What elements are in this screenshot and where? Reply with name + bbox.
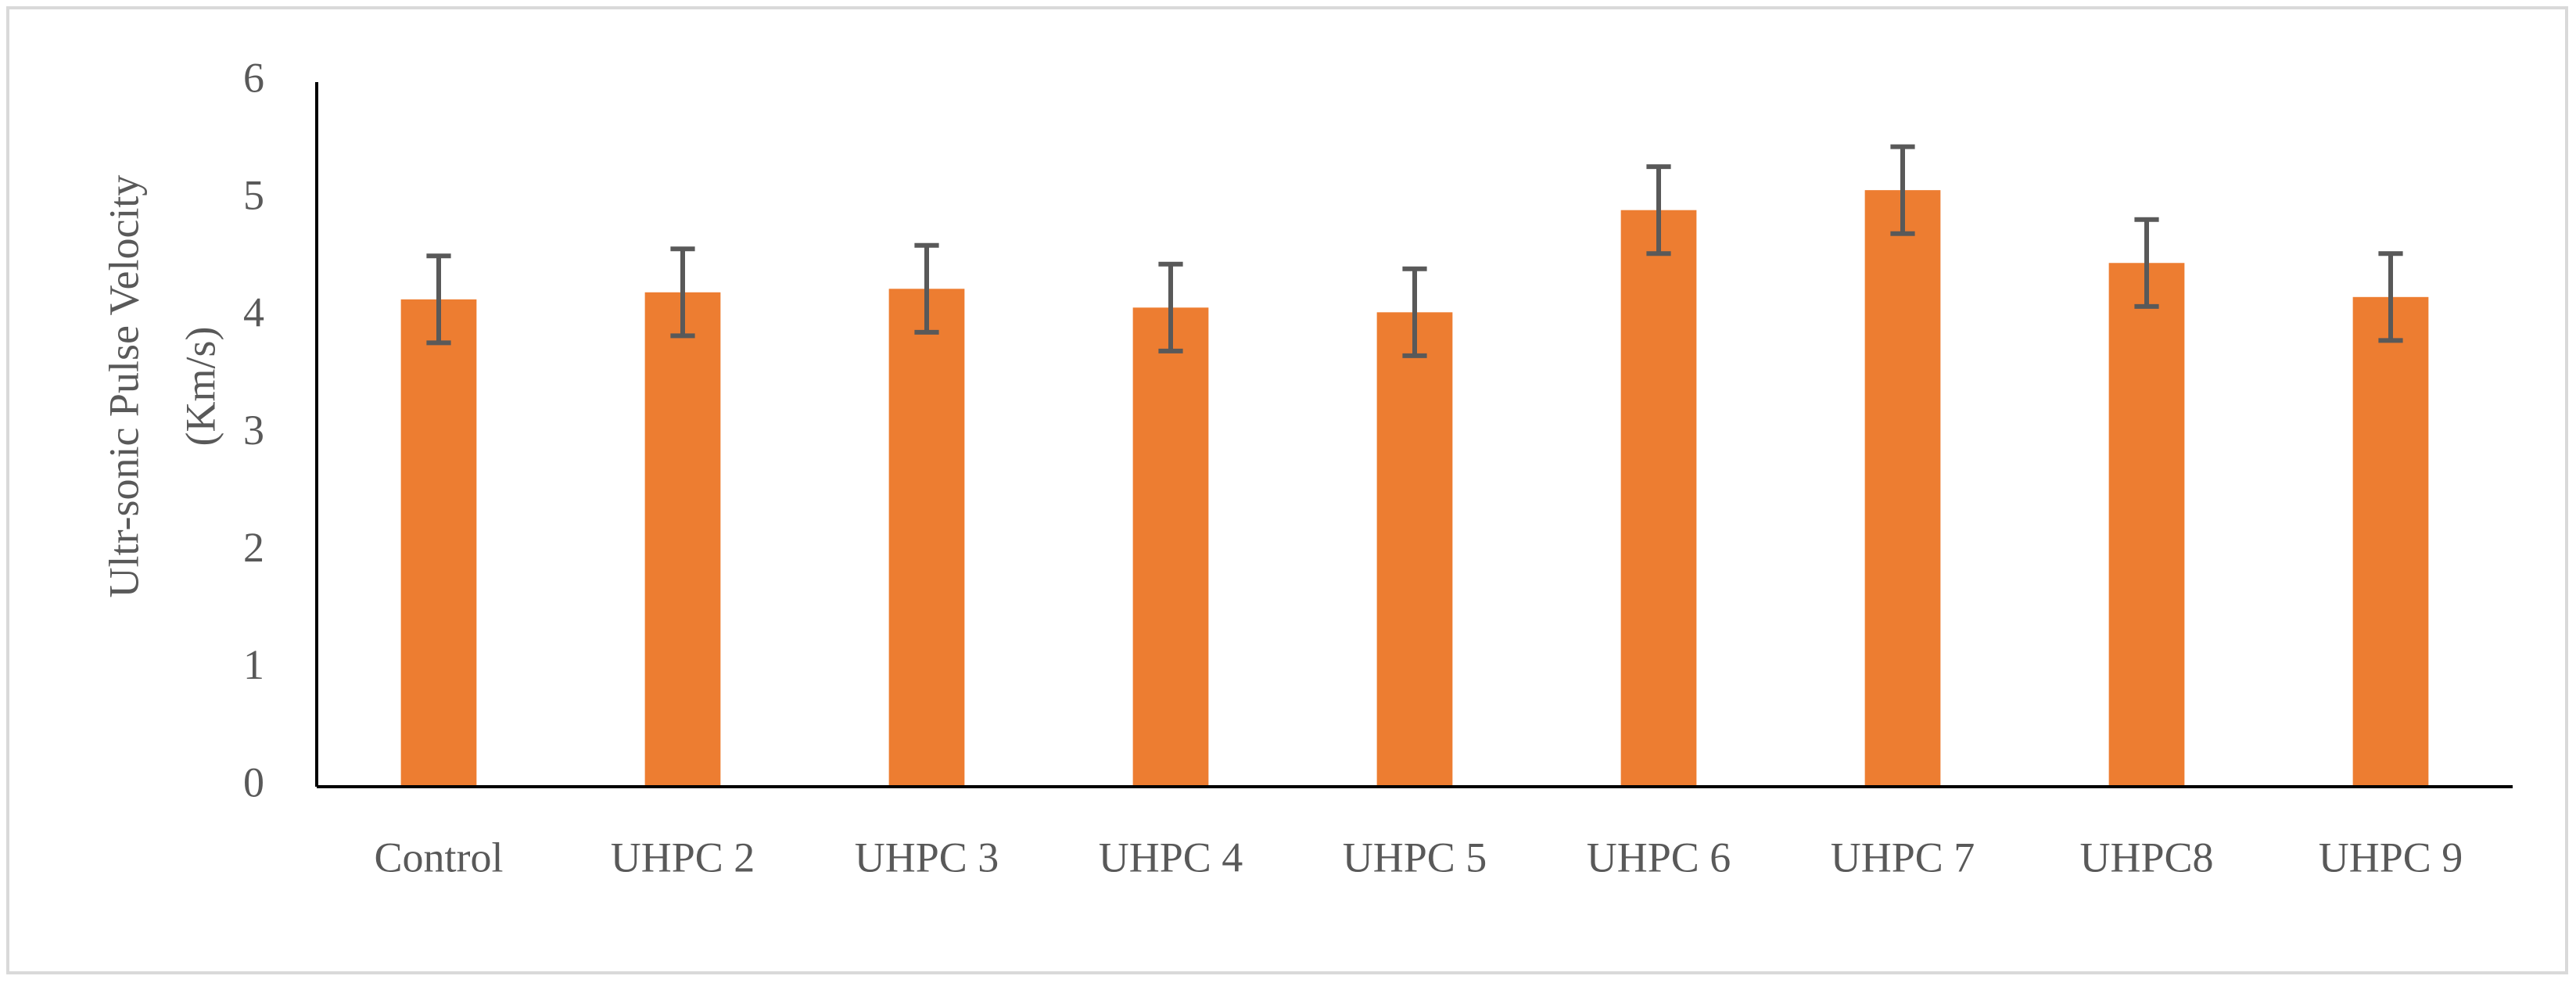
x-tick-label: UHPC8 [2079,834,2213,881]
y-tick-label: 2 [243,524,264,571]
y-tick-label: 6 [243,54,264,101]
x-tick-label: UHPC 9 [2319,834,2463,881]
y-tick-label: 1 [243,641,264,688]
y-tick-label: 4 [243,289,264,336]
x-tick-label: UHPC 2 [611,834,755,881]
bar [1620,210,1697,787]
bar [1864,190,1941,787]
x-tick-label: UHPC 6 [1587,834,1731,881]
error-bar [2134,217,2159,309]
bar [1132,307,1209,787]
error-bar [1890,144,1915,236]
x-tick-label: UHPC 5 [1343,834,1487,881]
y-tick-label: 5 [243,172,264,219]
error-bar [1402,266,1427,358]
y-tick-label: 0 [243,759,264,805]
bar [644,292,721,787]
x-tick-label: UHPC 4 [1099,834,1243,881]
y-axis-label: Ultr-sonic Pulse Velocity [100,175,147,598]
bar [400,299,477,787]
error-bar [670,246,695,339]
bar [888,289,965,787]
y-tick-label: 3 [243,407,264,454]
y-axis-label: (Km/s) [177,327,224,447]
bar [2108,263,2185,787]
error-bar [426,253,451,346]
x-tick-label: Control [374,834,503,881]
x-tick-label: UHPC 7 [1831,834,1975,881]
x-tick-label: UHPC 3 [855,834,999,881]
bar [2352,296,2429,787]
error-bar [1646,164,1671,257]
bar [1376,312,1453,787]
error-bar [1158,261,1183,353]
error-bar [2378,251,2403,343]
error-bar [914,242,939,335]
